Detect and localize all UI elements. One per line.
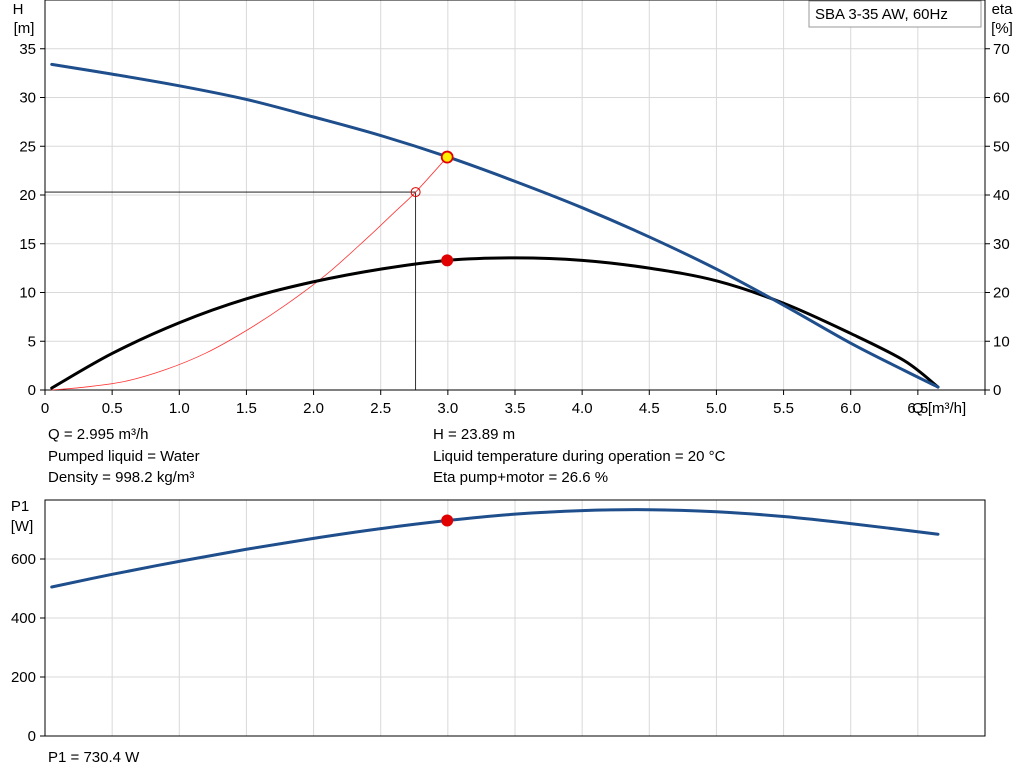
info-head: H = 23.89 m	[433, 426, 515, 443]
p1-y-tick-label: 400	[11, 610, 36, 627]
series-eta-line	[50, 256, 940, 390]
p1-y-tick-label: 600	[11, 551, 36, 568]
hq-x-tick-label: 1.0	[169, 400, 190, 417]
hq-y-tick-label: 35	[19, 41, 36, 58]
p1-grid	[45, 500, 985, 736]
marker-h-point	[440, 150, 454, 164]
hq-y2-tick-label: 30	[993, 236, 1010, 253]
hq-x-tick-label: 4.0	[572, 400, 593, 417]
info-power: P1 = 730.4 W	[48, 749, 140, 766]
hq-x-tick-label: 3.5	[505, 400, 526, 417]
hq-y-tick-label: 30	[19, 90, 36, 107]
info-density: Density = 998.2 kg/m³	[48, 469, 194, 486]
hq-y2-tick-label: 0	[993, 382, 1001, 399]
hq-grid	[45, 0, 985, 390]
hq-x-tick-label: 0.5	[102, 400, 123, 417]
y-axis-label: H	[13, 1, 24, 18]
info-flow: Q = 2.995 m³/h	[48, 426, 148, 443]
y2-axis-unit: [%]	[991, 20, 1013, 37]
hq-x-tick-label: 5.5	[773, 400, 794, 417]
series-system-line	[51, 156, 448, 391]
series-h-line	[50, 62, 940, 389]
marker-system-point	[410, 187, 421, 198]
p1-y-tick-label: 200	[11, 669, 36, 686]
hq-x-tick-label: 1.5	[236, 400, 257, 417]
hq-y-tick-label: 15	[19, 236, 36, 253]
hq-y2-tick-label: 60	[993, 90, 1010, 107]
hq-y2-tick-label: 10	[993, 333, 1010, 350]
series-p1-line	[50, 508, 940, 589]
hq-x-tick-label: 6.0	[840, 400, 861, 417]
hq-x-tick-label: 4.5	[639, 400, 660, 417]
hq-x-tick-label: 6.5	[907, 400, 928, 417]
title-box	[808, 0, 982, 28]
hq-y2-tick-label: 20	[993, 285, 1010, 302]
p1-markers	[441, 514, 454, 527]
hq-y-tick-label: 20	[19, 187, 36, 204]
p1-axis-label: P1	[11, 498, 29, 515]
chart-title: SBA 3-35 AW, 60Hz	[815, 6, 948, 23]
marker-eta-point	[441, 254, 454, 267]
hq-x-tick-label: 3.0	[437, 400, 458, 417]
hq-x-tick-label: 2.0	[303, 400, 324, 417]
hq-y2-tick-label: 50	[993, 138, 1010, 155]
hq-chart: 0 0.5 1.0 1.5 2.0 2.5 3.0 3.5 4.0 4.5 5.0 5.5 6.0 6.5…	[13, 0, 1014, 417]
hq-x-tick-label: 0	[41, 400, 49, 417]
hq-y-ticks: 0 5 10 15 20 25 30 35	[19, 41, 45, 399]
hq-series	[50, 62, 940, 391]
hq-y2-tick-label: 70	[993, 41, 1010, 58]
info-liquid: Pumped liquid = Water	[48, 448, 200, 465]
hq-y2-tick-label: 40	[993, 187, 1010, 204]
operating-point-info: Q = 2.995 m³/h Pumped liquid = Water Den…	[48, 426, 726, 486]
hq-markers	[410, 150, 454, 267]
x-axis-label: Q [m³/h]	[912, 400, 966, 417]
hq-y2-ticks: 0 10 20 30 40 50 60 70	[985, 41, 1010, 399]
hq-x-ticks: 0 0.5 1.0 1.5 2.0 2.5 3.0 3.5 4.0 4.5 5.0 5.5 6.0 6.5	[41, 390, 986, 417]
p1-axis-unit: [W]	[11, 518, 34, 535]
p1-y-tick-label: 0	[28, 728, 36, 745]
p1-chart: 0 200 400 600 P1 [W] P1 = 730.4 W	[11, 498, 986, 766]
hq-y-tick-label: 0	[28, 382, 36, 399]
info-temperature: Liquid temperature during operation = 20…	[433, 448, 726, 465]
hq-y-tick-label: 25	[19, 138, 36, 155]
hq-y-tick-label: 5	[28, 333, 36, 350]
hq-x-tick-label: 5.0	[706, 400, 727, 417]
hq-y-tick-label: 10	[19, 285, 36, 302]
info-efficiency: Eta pump+motor = 26.6 %	[433, 469, 608, 486]
p1-series	[50, 508, 940, 589]
hq-guides	[45, 191, 417, 390]
p1-y-ticks: 0 200 400 600	[11, 551, 45, 745]
y2-axis-label: eta	[992, 1, 1014, 18]
y-axis-unit: [m]	[14, 20, 35, 37]
marker-p1-point	[441, 514, 454, 527]
hq-x-tick-label: 2.5	[370, 400, 391, 417]
